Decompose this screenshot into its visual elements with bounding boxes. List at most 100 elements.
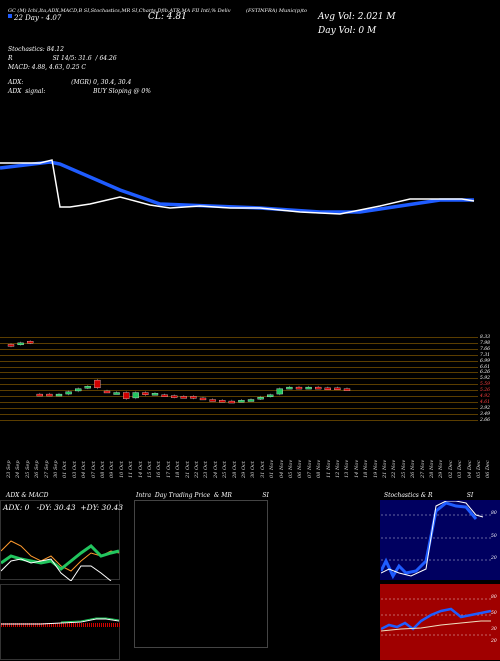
adx-panel-title: ADX & MACD [6, 492, 49, 499]
candle-up [113, 392, 120, 395]
price-grid-line [0, 384, 478, 386]
price-tick: 3.92 [480, 405, 491, 411]
candle-up [55, 393, 63, 397]
candle-up [305, 386, 312, 390]
price-tick: 2.66 [480, 417, 491, 423]
stoch-tick-50: 50 [491, 534, 497, 539]
date-tick: 05 Dec [476, 460, 482, 478]
date-tick: 14 Oct [137, 461, 144, 478]
date-tick: 23 Oct [203, 461, 210, 478]
stat-adx: ADX: (MGR) 0, 30.4, 30.4 [8, 79, 132, 86]
date-tick: 04 Oct [81, 461, 88, 478]
price-tick: 8.33 [480, 335, 491, 340]
date-tick: 19 Nov [372, 459, 379, 478]
candle-down [295, 386, 303, 390]
price-grid-line [0, 360, 478, 362]
date-tick: 27 Sep [43, 460, 50, 478]
date-tick: 25 Oct [222, 461, 229, 478]
stat-adx-signal: ADX signal: BUY Sloping @ 0% [8, 88, 151, 95]
date-tick: 04 Dec [466, 460, 473, 478]
date-tick: 06 Dec [485, 460, 492, 478]
header-indicators: GC (M) Ichi,Ita,ADX,MACD,B SI,Stochastic… [8, 8, 231, 14]
date-tick: 01 Nov [269, 459, 276, 478]
candle-down [209, 399, 216, 402]
price-tick: 4.61 [480, 399, 491, 405]
candle-down [219, 400, 226, 403]
candle-down [171, 395, 178, 398]
date-tick: 15 Oct [147, 461, 153, 478]
date-tick: 29 Oct [241, 461, 247, 478]
rsi-tick-30: 30 [491, 627, 497, 632]
date-tick: 02 Dec [447, 460, 454, 478]
date-tick: 01 Oct [62, 461, 69, 478]
date-tick: 27 Nov [419, 459, 426, 478]
header-symbol: (FSTINFRA) Munic(p)to [246, 8, 307, 14]
date-tick: 18 Oct [175, 461, 182, 478]
price-tick: 7.31 [480, 352, 491, 358]
candle-down [94, 379, 101, 389]
date-tick: 31 Oct [259, 461, 266, 478]
candle-down [36, 393, 43, 397]
candle-down [334, 387, 341, 391]
candle-down [343, 388, 351, 391]
price-tick: 7.66 [480, 346, 491, 352]
date-tick: 22 Oct [194, 461, 200, 478]
price-grid-line [0, 396, 478, 397]
price-tick: 5.26 [480, 388, 491, 394]
candle-down [46, 393, 53, 397]
stoch-tick-80: 80 [491, 511, 497, 516]
candle-up [238, 400, 245, 403]
price-grid-line [0, 378, 478, 380]
date-tick: 24 Oct [212, 461, 219, 478]
rsi-tick-80: 80 [491, 595, 497, 600]
price-tick: 6.61 [480, 364, 491, 370]
date-tick: 21 Nov [382, 459, 388, 478]
date-tick: 06 Nov [297, 459, 304, 478]
candle-up [84, 386, 91, 389]
date-tick: 24 Sep [15, 460, 22, 478]
candle-up [286, 386, 293, 390]
stochastics-panel: 80 50 20 [380, 500, 500, 580]
date-tick: 12 Nov [335, 459, 341, 478]
stoch-tick-20: 20 [491, 556, 497, 561]
date-tick: 21 Oct [184, 461, 191, 478]
candle-down [103, 390, 111, 394]
candle-down [142, 392, 149, 395]
date-tick: 05 Nov [288, 459, 294, 478]
stoch-panel-title: Stochastics & R SI [384, 492, 474, 499]
header-day-range: 22 Day - 4.07 [14, 14, 62, 22]
candle-up [247, 399, 255, 402]
date-tick: 17 Oct [165, 461, 172, 478]
date-tick: 10 Oct [118, 461, 125, 478]
date-tick: 03 Dec [457, 460, 464, 478]
candle-up [151, 393, 159, 396]
date-tick: 07 Nov [306, 459, 313, 478]
intraday-panel [134, 500, 268, 648]
rsi-panel: 80 50 30 20 [380, 584, 500, 660]
price-grid-line [0, 354, 478, 356]
candle-up [17, 342, 24, 346]
candle-up [267, 394, 274, 397]
date-tick: 28 Nov [429, 459, 435, 478]
candle-down [324, 387, 331, 391]
date-tick: 04 Nov [278, 459, 285, 478]
price-grid-line [0, 348, 478, 350]
candle-up [276, 388, 283, 395]
candle-up [257, 397, 264, 400]
date-tick: 03 Oct [71, 461, 78, 478]
date-tick: 25 Nov [400, 459, 407, 478]
candle-down [161, 394, 168, 397]
price-tick: 3.49 [480, 411, 491, 417]
candle-down [180, 396, 187, 399]
stat-macd: MACD: 4.88, 4.63, 0.25 C [8, 64, 87, 71]
price-tick: 6.26 [480, 370, 491, 376]
rsi-tick-50: 50 [491, 611, 497, 616]
date-tick: 29 Nov [438, 459, 445, 478]
price-grid-line [0, 372, 478, 374]
date-tick: 30 Sep [53, 460, 59, 478]
adx-values: ADX: 0 -DY: 30.43 +DY: 30.43 [3, 503, 124, 512]
candle-up [132, 392, 139, 399]
price-grid-line [0, 407, 478, 409]
date-tick: 18 Nov [363, 459, 370, 478]
price-tick: 5.59 [480, 382, 491, 388]
